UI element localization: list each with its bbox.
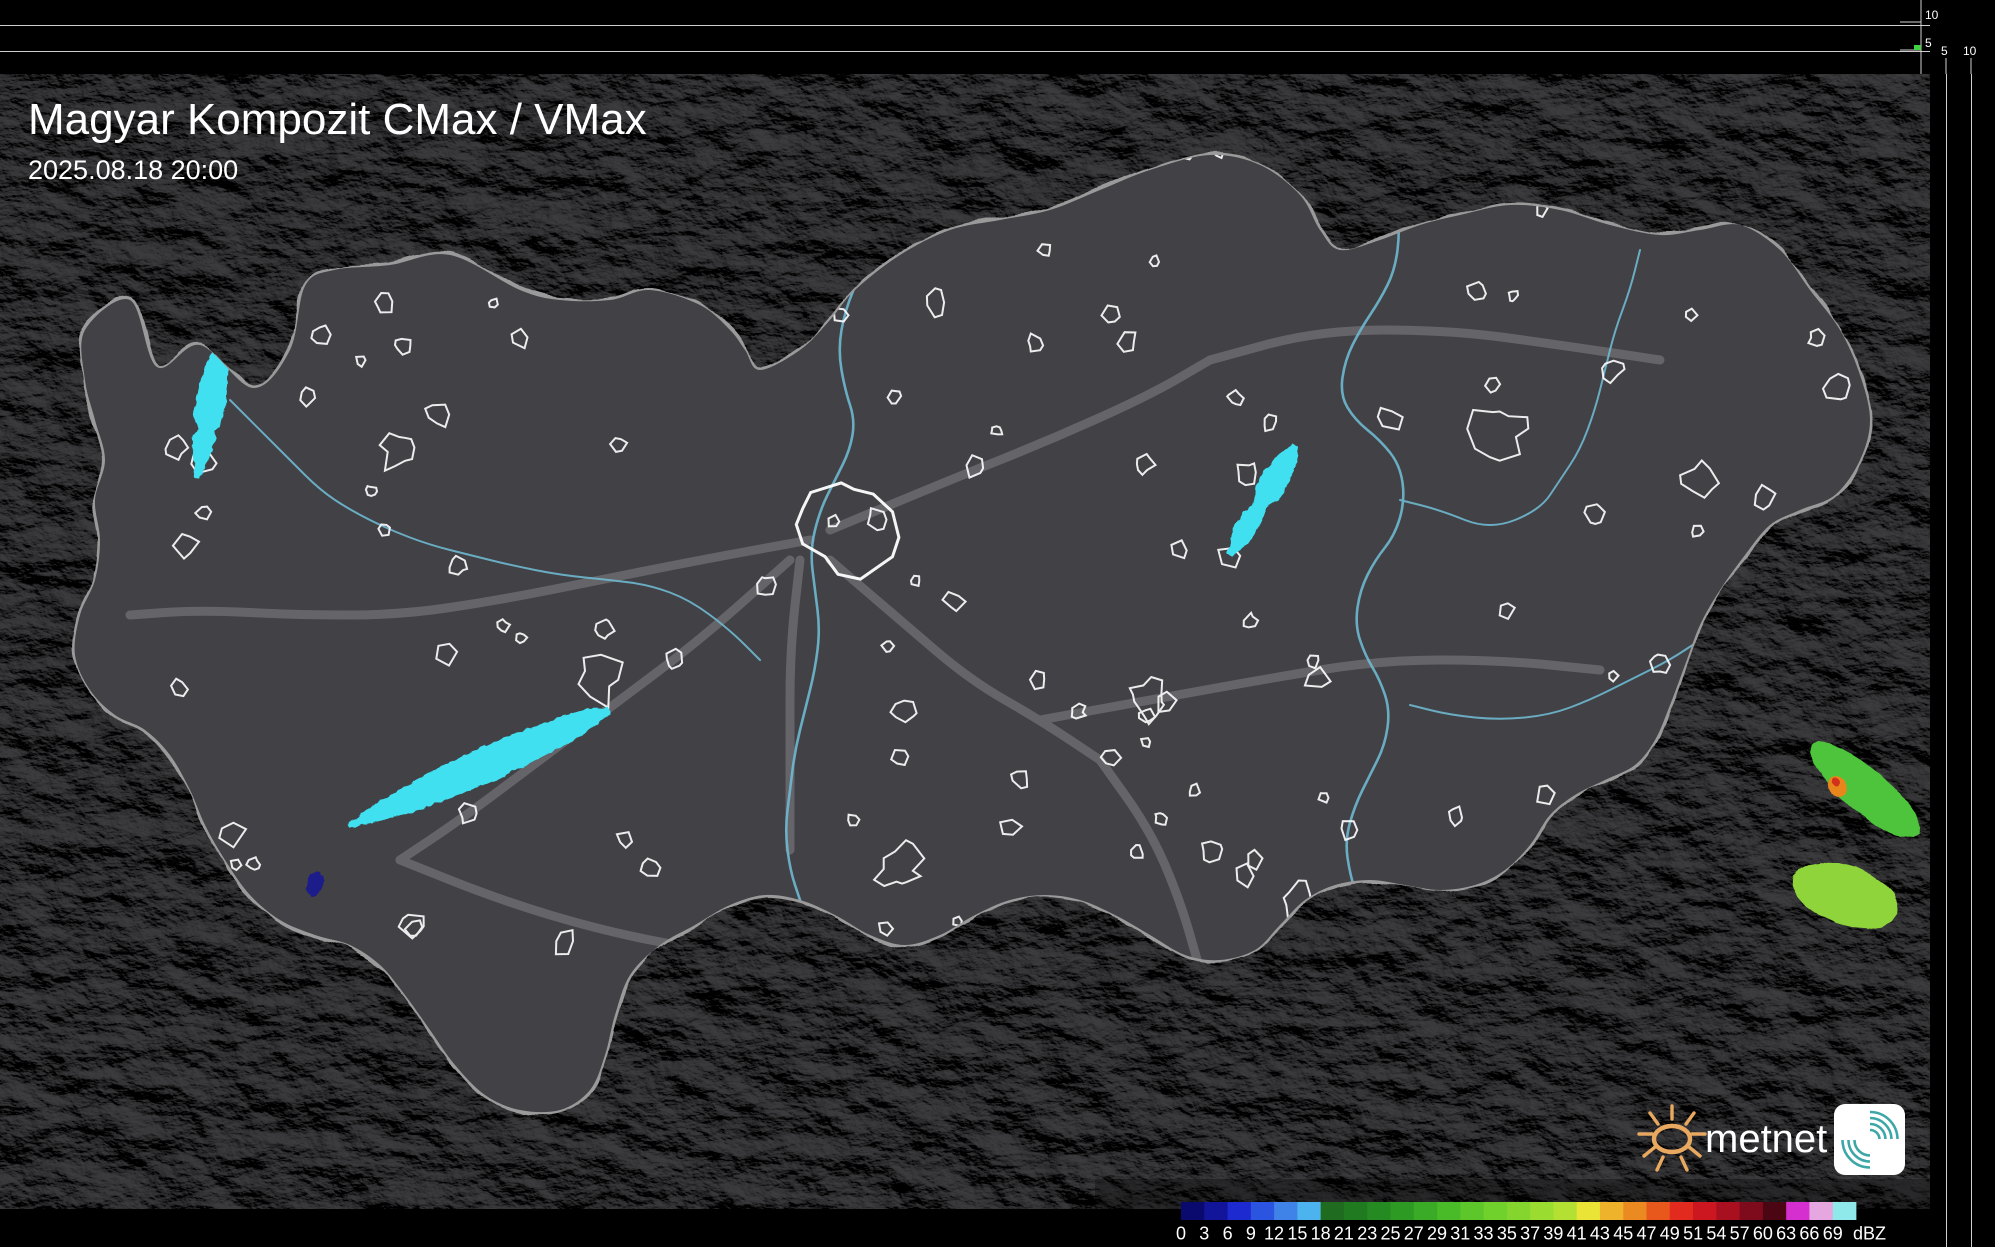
svg-text:39: 39 xyxy=(1543,1224,1563,1244)
svg-text:metnet: metnet xyxy=(1705,1117,1827,1161)
svg-text:12: 12 xyxy=(1264,1224,1284,1244)
svg-text:69: 69 xyxy=(1823,1224,1843,1244)
svg-text:6: 6 xyxy=(1223,1224,1233,1244)
svg-text:47: 47 xyxy=(1637,1224,1657,1244)
svg-text:54: 54 xyxy=(1706,1224,1726,1244)
svg-text:33: 33 xyxy=(1474,1224,1494,1244)
svg-text:45: 45 xyxy=(1613,1224,1633,1244)
svg-text:5: 5 xyxy=(1941,44,1948,58)
svg-text:25: 25 xyxy=(1380,1224,1400,1244)
svg-text:21: 21 xyxy=(1334,1224,1354,1244)
svg-text:51: 51 xyxy=(1683,1224,1703,1244)
svg-text:10: 10 xyxy=(1963,44,1977,58)
svg-text:29: 29 xyxy=(1427,1224,1447,1244)
svg-text:63: 63 xyxy=(1776,1224,1796,1244)
svg-text:3: 3 xyxy=(1199,1224,1209,1244)
svg-text:66: 66 xyxy=(1799,1224,1819,1244)
svg-text:18: 18 xyxy=(1311,1224,1331,1244)
svg-text:41: 41 xyxy=(1567,1224,1587,1244)
svg-text:27: 27 xyxy=(1404,1224,1424,1244)
svg-text:49: 49 xyxy=(1660,1224,1680,1244)
svg-text:15: 15 xyxy=(1287,1224,1307,1244)
svg-text:10: 10 xyxy=(1925,8,1939,22)
svg-text:43: 43 xyxy=(1590,1224,1610,1244)
svg-text:60: 60 xyxy=(1753,1224,1773,1244)
svg-text:0: 0 xyxy=(1176,1224,1186,1244)
svg-text:37: 37 xyxy=(1520,1224,1540,1244)
svg-text:23: 23 xyxy=(1357,1224,1377,1244)
svg-text:dBZ: dBZ xyxy=(1853,1224,1886,1244)
svg-text:9: 9 xyxy=(1246,1224,1256,1244)
svg-text:35: 35 xyxy=(1497,1224,1517,1244)
svg-text:31: 31 xyxy=(1450,1224,1470,1244)
svg-text:57: 57 xyxy=(1730,1224,1750,1244)
svg-text:5: 5 xyxy=(1925,36,1932,50)
